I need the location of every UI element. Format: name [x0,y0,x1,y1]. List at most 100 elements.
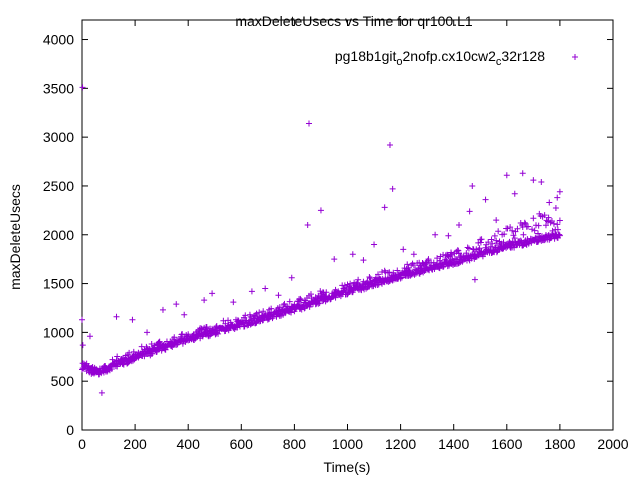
x-tick-label: 1800 [544,436,575,452]
data-point [120,361,127,368]
data-point [234,324,241,331]
data-point [476,245,483,252]
data-point [298,306,305,313]
data-point [316,300,323,307]
legend-label-part: pg18b1git [335,48,397,64]
data-point [126,349,133,356]
data-point [114,353,121,360]
data-point [519,170,526,177]
data-point [491,232,498,239]
data-point [501,231,508,238]
data-point [534,230,541,237]
data-point [445,232,452,239]
x-tick-label: 600 [230,436,254,452]
data-point [495,228,502,235]
data-point [495,247,502,254]
data-point [554,221,561,228]
data-point [129,316,136,323]
data-point [454,247,461,254]
data-point [465,245,472,252]
y-tick-label: 2000 [43,227,74,243]
data-point [367,275,374,282]
data-point [518,238,525,245]
data-point [252,320,259,327]
data-point [489,240,496,247]
data-point [409,260,416,267]
data-point [554,194,561,201]
data-point [471,276,478,283]
data-point [394,267,401,274]
data-point [493,237,500,244]
data-point [144,329,151,336]
data-point [410,262,417,269]
x-tick-label: 0 [78,436,86,452]
data-point [373,274,380,281]
data-point [79,84,86,91]
data-point [440,264,447,271]
data-point [554,226,561,233]
data-point [124,360,131,367]
data-point [317,288,324,295]
data-point [113,313,120,320]
data-point [541,212,548,219]
data-point [456,222,463,228]
data-point [242,312,249,319]
data-point [556,231,563,238]
data-point [434,255,441,262]
x-axis: 0 200 400 600 800 1000 1200 1400 1600 1800 2000 [78,20,629,452]
data-point [549,227,556,234]
data-point [360,257,367,264]
data-point [493,217,500,224]
data-point [275,292,282,299]
data-point [298,297,305,304]
y-tick-label: 1000 [43,324,74,340]
y-tick-label: 500 [51,373,75,389]
data-point [297,295,304,302]
data-point [331,256,338,263]
data-point [542,222,549,229]
data-point [390,269,397,276]
data-point [286,308,293,315]
data-point [256,309,263,316]
data-point [230,299,237,306]
data-point [286,298,293,305]
data-point [398,274,405,281]
data-point [400,246,407,253]
data-point [173,301,180,308]
y-tick-label: 1500 [43,276,74,292]
data-point [268,305,275,312]
data-point [522,220,529,227]
data-point [346,283,353,290]
data-point [262,285,269,292]
data-point [241,323,248,330]
data-point [381,204,388,211]
data-point [477,239,484,246]
data-point [371,241,378,248]
data-point [209,290,216,297]
data-point [215,330,222,337]
data-point [323,289,330,296]
data-point [530,215,537,222]
data-point [317,207,324,214]
legend: pg18b1gito2nofp.cx10cw2c32r128 [335,48,578,68]
x-tick-label: 1000 [332,436,363,452]
data-point [288,309,295,316]
data-point [156,338,163,345]
data-point [149,350,156,357]
data-point [503,172,510,179]
legend-label-part: 32r128 [501,48,545,64]
data-point [531,227,538,234]
data-point [425,256,432,263]
legend-marker [572,54,578,60]
data-point [426,267,433,274]
data-point [538,179,545,186]
data-point [442,256,449,263]
data-point [552,204,559,211]
x-tick-label: 400 [177,436,201,452]
x-tick-label: 1400 [438,436,469,452]
data-point [248,288,255,295]
data-point [353,280,360,287]
y-tick-label: 0 [66,422,74,438]
data-point [507,224,514,231]
